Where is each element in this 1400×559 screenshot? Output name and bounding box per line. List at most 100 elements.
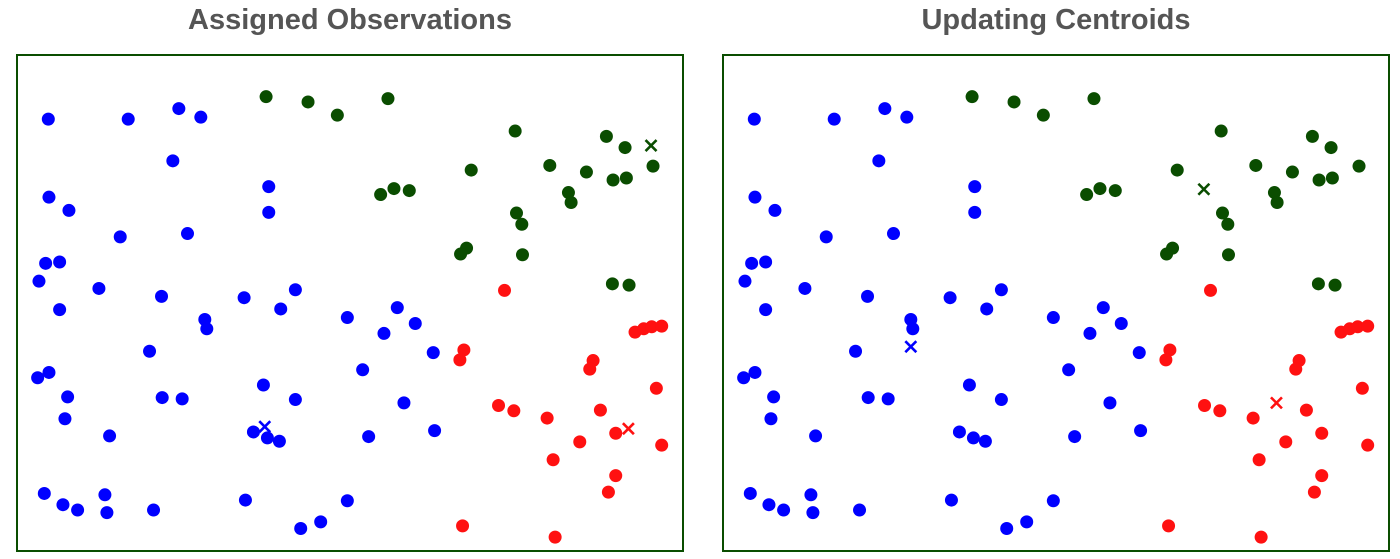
data-point-blue [748,365,762,379]
data-point-blue [994,393,1008,407]
data-point-red [583,362,597,376]
data-point-red [1299,403,1313,417]
data-point-green [1080,188,1094,202]
data-point-blue [56,498,70,512]
data-point-blue [906,322,920,336]
data-point-green [387,182,401,196]
data-point-red [1307,485,1321,499]
data-point-red [507,404,521,418]
data-point-green [259,90,273,104]
chart-title: Updating Centroids [921,4,1191,36]
data-point-blue [962,378,976,392]
plot-frame [722,54,1390,552]
data-point-blue [61,390,75,404]
data-point-blue [1132,346,1146,360]
data-point-red [1163,343,1177,357]
data-point-blue [878,102,892,116]
data-point-red [1361,319,1375,333]
data-point-blue [340,311,354,325]
centroid-marker-blue [258,420,272,434]
data-point-red [456,519,470,533]
data-point-green [454,247,468,261]
data-point-blue [272,434,286,448]
data-point-green [543,158,557,172]
data-point-blue [92,281,106,295]
data-point-blue [37,486,51,500]
centroid-marker-green [1197,182,1211,196]
data-point-blue [777,503,791,517]
data-point-blue [1114,317,1128,331]
data-point-green [605,277,619,291]
data-point-blue [762,498,776,512]
data-point-blue [39,256,53,270]
data-point-red [645,320,659,334]
data-point-blue [155,391,169,405]
data-point-red [1204,283,1218,297]
data-point-green [1285,165,1299,179]
data-point-blue [743,486,757,500]
data-point-blue [143,344,157,358]
data-point-green [622,278,636,292]
data-point-blue [340,494,354,508]
data-point-green [1352,159,1366,173]
data-point-blue [113,230,127,244]
data-point-red [655,438,669,452]
data-point-green [1036,108,1050,122]
data-point-blue [1103,396,1117,410]
data-point-green [1311,277,1325,291]
data-point-blue [980,302,994,316]
data-point-red [649,381,663,395]
data-point-blue [53,255,67,269]
data-point-blue [1096,301,1110,315]
data-point-blue [356,363,370,377]
chart-panel-updating: Updating Centroids [722,0,1390,559]
data-point-blue [41,112,55,126]
data-point-green [301,95,315,109]
data-point-blue [237,291,251,305]
data-point-red [492,399,506,413]
data-point-blue [764,412,778,426]
data-point-blue [172,102,186,116]
data-point-red [1159,353,1173,367]
data-point-green [579,165,593,179]
data-point-blue [900,110,914,124]
data-point-blue [966,431,980,445]
data-point-green [1221,248,1235,262]
data-point-green [619,171,633,185]
data-point-blue [377,326,391,340]
data-point-blue [121,112,135,126]
data-point-blue [362,430,376,444]
data-point-red [1279,435,1293,449]
data-point-blue [806,506,820,520]
data-point-green [618,141,632,155]
data-point-blue [809,429,823,443]
data-point-blue [53,303,67,317]
data-point-green [515,248,529,262]
data-point-green [646,159,660,173]
data-point-green [402,184,416,198]
data-point-blue [747,112,761,126]
data-point-blue [1000,522,1014,536]
data-point-blue [737,371,751,385]
data-point-blue [738,274,752,288]
data-point-red [1162,519,1176,533]
data-point-red [1213,404,1227,418]
data-point-blue [745,256,759,270]
scatter-plot-assigned [16,54,684,552]
data-point-blue [943,291,957,305]
chart-title: Assigned Observations [188,4,512,36]
data-point-green [1093,182,1107,196]
centroid-marker-blue [904,340,918,354]
data-point-blue [62,203,76,217]
data-point-blue [886,227,900,241]
data-point-green [510,206,523,220]
data-point-blue [260,431,274,445]
data-point-blue [256,378,270,392]
data-point-blue [968,205,982,219]
data-point-red [1361,438,1375,452]
data-point-blue [397,396,411,410]
data-point-blue [1083,326,1097,340]
data-point-blue [798,281,812,295]
data-point-blue [155,289,169,303]
data-point-blue [390,301,404,315]
